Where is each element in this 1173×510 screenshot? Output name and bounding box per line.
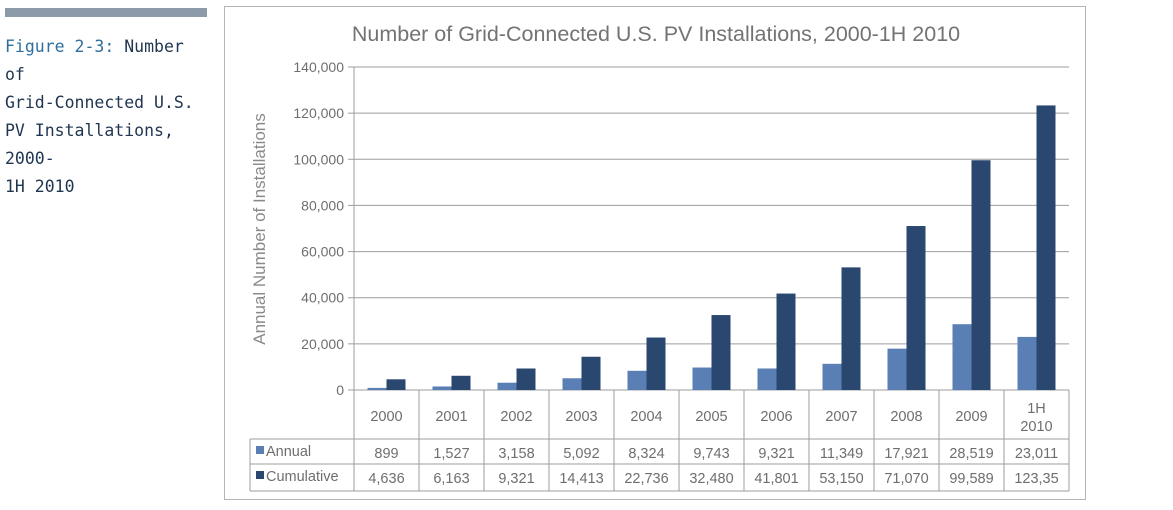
legend-label-cumulative: Cumulative [266,469,339,485]
bar-cumulative [711,315,731,390]
bar-annual [952,324,972,390]
bar-cumulative [1036,105,1056,390]
bar-cumulative [971,160,991,390]
data-label: 5,092 [563,446,599,462]
data-label: 22,736 [624,471,668,487]
x-category-label: 2001 [435,409,467,425]
data-label: 99,589 [949,471,993,487]
data-label: 28,519 [949,446,993,462]
bar-annual [887,348,907,390]
caption-line-4: 1H 2010 [5,177,75,196]
figure-label: Figure 2-3: [5,37,115,56]
x-category-label: 2004 [630,409,662,425]
accent-bar [5,8,207,17]
data-label: 1,527 [433,446,469,462]
bar-cumulative [841,267,861,390]
data-label: 9,321 [498,471,534,487]
x-category-label: 2005 [695,409,727,425]
legend-label-annual: Annual [266,444,311,460]
data-label: 23,011 [1015,446,1058,462]
bar-annual [432,386,452,390]
data-label: 123,35 [1014,471,1058,487]
data-label: 899 [374,446,398,462]
legend-key-cumulative [256,471,264,479]
caption-line-1: Number of [5,37,184,84]
y-tick-label: 100,000 [293,151,344,167]
x-category-label: 2002 [500,409,532,425]
figure-caption: Figure 2-3: Number of Grid-Connected U.S… [5,33,210,201]
data-label: 14,413 [559,471,603,487]
y-tick-label: 140,000 [293,59,344,75]
bar-annual [562,378,582,390]
chart-frame [224,6,1086,500]
data-label: 11,349 [820,446,863,462]
data-label: 71,070 [884,471,928,487]
data-label: 17,921 [884,446,928,462]
bar-annual [757,368,777,390]
bar-annual [627,370,647,390]
chart-title: Number of Grid-Connected U.S. PV Install… [352,22,960,46]
x-category-label: 2003 [565,409,597,425]
y-tick-label: 80,000 [301,197,344,213]
data-label: 6,163 [433,471,469,487]
bar-cumulative [906,226,926,390]
data-label: 9,743 [693,446,729,462]
bar-annual [367,387,387,390]
caption-line-2: Grid-Connected U.S. [5,93,194,112]
bar-annual [822,363,842,390]
data-label: 32,480 [689,471,733,487]
data-label: 41,801 [754,471,798,487]
bar-annual [1017,336,1037,390]
x-category-label: 2007 [825,409,857,425]
caption-line-3: PV Installations, 2000- [5,121,174,168]
bar-annual [692,367,712,390]
y-tick-label: 20,000 [301,336,344,352]
bar-cumulative [451,375,471,390]
data-label: 8,324 [628,446,664,462]
data-label: 3,158 [498,446,534,462]
data-label: 4,636 [368,471,404,487]
bar-cumulative [516,368,536,390]
x-category-label: 2009 [955,409,987,425]
bar-cumulative [776,293,796,390]
data-label: 9,321 [758,446,794,462]
y-tick-label: 60,000 [301,244,344,260]
bar-cumulative [581,356,601,390]
y-tick-label: 0 [336,382,344,398]
bar-cumulative [386,379,406,390]
y-axis-label: Annual Number of Installations [250,113,269,345]
x-category-label: 2006 [760,409,792,425]
x-category-label: 2000 [370,409,402,425]
y-tick-label: 120,000 [293,105,344,121]
y-tick-label: 40,000 [301,290,344,306]
x-category-label: 2008 [890,409,922,425]
bar-cumulative [646,337,666,390]
bar-annual [497,382,517,390]
data-label: 53,150 [819,471,863,487]
x-category-label: 1H 2010 [1020,401,1052,435]
legend-key-annual [256,446,264,454]
